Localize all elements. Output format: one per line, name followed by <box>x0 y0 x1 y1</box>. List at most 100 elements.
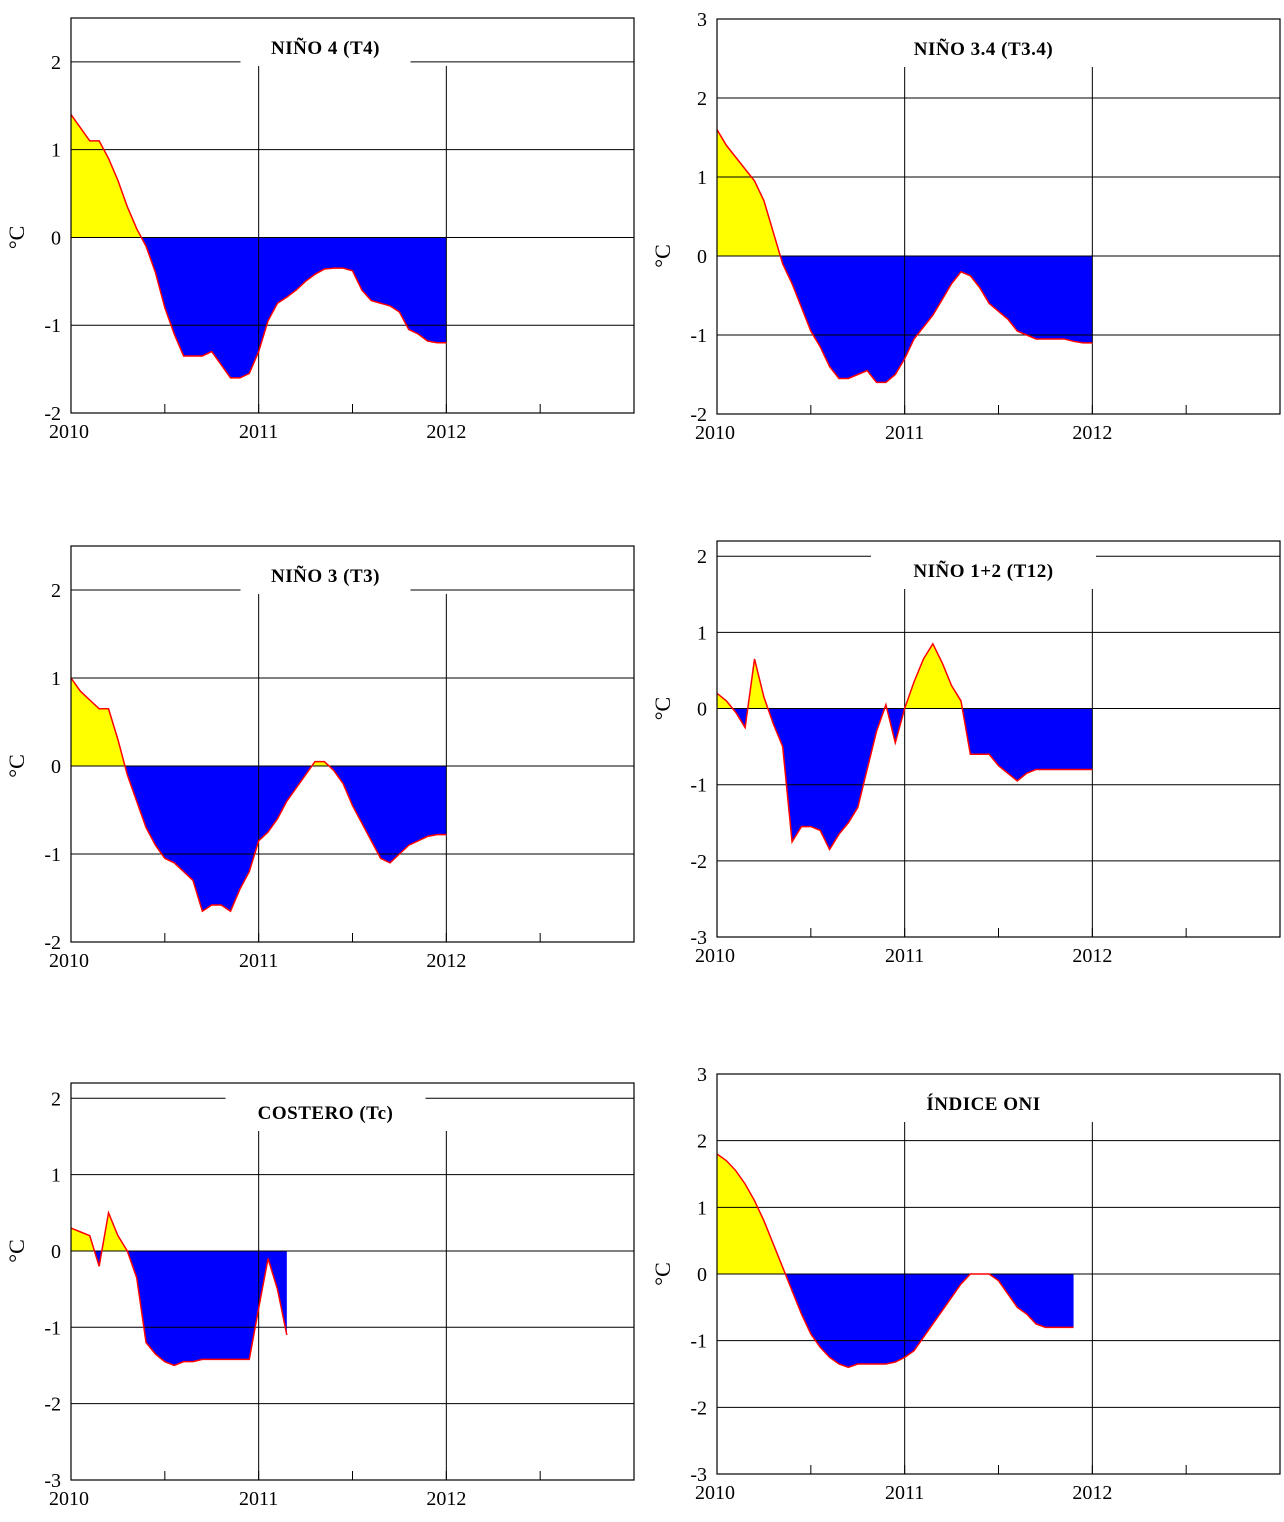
y-axis-label: °C <box>650 244 675 267</box>
chart-title: NIÑO 3 (T3) <box>271 565 380 587</box>
y-tick-label: -1 <box>690 325 707 347</box>
plot-background <box>71 546 634 942</box>
x-tick-label: 2011 <box>885 945 924 967</box>
y-tick-label: -1 <box>44 844 61 866</box>
y-tick-label: 1 <box>51 140 61 162</box>
y-tick-label: 0 <box>697 246 707 268</box>
y-tick-label: 2 <box>51 52 61 74</box>
positive-anomaly-area <box>71 1228 95 1251</box>
x-tick-label: 2012 <box>1072 422 1112 444</box>
y-tick-label: -1 <box>44 315 61 337</box>
y-axis-label: °C <box>650 697 675 720</box>
negative-anomaly-area <box>780 256 1093 383</box>
chart-title: NIÑO 4 (T4) <box>271 37 380 59</box>
x-tick-label: 2011 <box>885 1482 924 1504</box>
positive-anomaly-area <box>71 678 125 766</box>
series-line <box>70 1210 288 1367</box>
title-background <box>871 553 1096 589</box>
x-tick-label: 2010 <box>695 945 735 967</box>
x-tick-label: 2012 <box>426 1488 466 1510</box>
y-tick-label: 2 <box>697 88 707 110</box>
chart-panel: COSTERO (Tc) 2010 2011 2012 -3 -2 -1 0 1 2 °C <box>4 1082 635 1510</box>
positive-anomaly-area <box>717 129 781 256</box>
y-tick-label: 2 <box>51 580 61 602</box>
y-tick-label: 0 <box>51 227 61 249</box>
x-tick-label: 2011 <box>239 950 278 972</box>
x-tick-label: 2010 <box>49 421 89 443</box>
chart-panel: ÍNDICE ONI 2010 2011 2012 -3 -2 -1 0 1 2 3 °C <box>650 1064 1281 1504</box>
plot-background <box>717 19 1280 414</box>
x-tick-label: 2012 <box>1072 945 1112 967</box>
chart-title: COSTERO (Tc) <box>258 1103 394 1124</box>
negative-anomaly-area <box>785 1274 1074 1368</box>
title-background <box>858 31 1109 67</box>
y-axis-label: °C <box>4 754 29 777</box>
x-tick-label: 2012 <box>426 950 466 972</box>
y-tick-label: -3 <box>690 1464 707 1486</box>
x-tick-label: 2010 <box>695 422 735 444</box>
y-tick-label: -3 <box>690 927 707 949</box>
negative-anomaly-area <box>127 1250 287 1366</box>
y-axis-label: °C <box>650 1262 675 1285</box>
positive-anomaly-area <box>717 1154 786 1274</box>
y-tick-label: -2 <box>44 932 61 954</box>
x-tick-label: 2011 <box>239 1488 278 1510</box>
y-tick-label: -1 <box>44 1317 61 1339</box>
chart-title: NIÑO 1+2 (T12) <box>913 560 1053 582</box>
chart-panel: NIÑO 3.4 (T3.4) 2010 2011 2012 -2 -1 0 1 2 3 °C <box>650 9 1281 444</box>
chart-title: NIÑO 3.4 (T3.4) <box>914 38 1053 60</box>
plot-background <box>71 18 634 413</box>
y-tick-label: 1 <box>697 622 707 644</box>
x-tick-label: 2010 <box>49 950 89 972</box>
y-tick-label: 2 <box>51 1088 61 1110</box>
title-background <box>896 1086 1071 1122</box>
negative-anomaly-area <box>767 708 885 850</box>
positive-anomaly-area <box>747 659 768 709</box>
y-axis-label: °C <box>4 1239 29 1262</box>
x-tick-label: 2012 <box>426 421 466 443</box>
y-tick-label: -2 <box>44 1394 61 1416</box>
y-axis-label: °C <box>4 226 29 249</box>
x-tick-label: 2012 <box>1072 1482 1112 1504</box>
chart-panel: NIÑO 4 (T4) 2010 2011 2012 -2 -1 0 1 2 °C <box>4 17 635 443</box>
y-tick-label: 3 <box>697 1064 707 1086</box>
y-tick-label: 0 <box>51 1241 61 1263</box>
x-tick-label: 2010 <box>695 1482 735 1504</box>
chart-panel: NIÑO 1+2 (T12) 2010 2011 2012 -3 -2 -1 0 1 2 °C <box>650 540 1281 967</box>
y-tick-label: -2 <box>690 851 707 873</box>
y-tick-label: 0 <box>697 699 707 721</box>
y-tick-label: 1 <box>51 1165 61 1187</box>
x-tick-label: 2010 <box>49 1488 89 1510</box>
chart-title: ÍNDICE ONI <box>926 1093 1040 1115</box>
x-tick-label: 2011 <box>885 422 924 444</box>
negative-anomaly-area <box>141 237 447 378</box>
positive-anomaly-area <box>71 114 142 238</box>
negative-anomaly-area <box>962 708 1093 781</box>
positive-anomaly-area <box>904 643 963 709</box>
y-tick-label: -2 <box>690 404 707 426</box>
y-tick-label: -3 <box>44 1470 61 1492</box>
y-tick-label: 0 <box>697 1264 707 1286</box>
series-line <box>716 642 1093 851</box>
negative-anomaly-area <box>886 708 905 743</box>
y-tick-label: -1 <box>690 775 707 797</box>
series-line <box>716 1153 1074 1369</box>
title-background <box>240 30 411 66</box>
negative-anomaly-area <box>329 766 447 863</box>
y-tick-label: 2 <box>697 546 707 568</box>
series-line <box>716 129 1093 384</box>
y-tick-label: -2 <box>690 1397 707 1419</box>
chart-panel: NIÑO 3 (T3) 2010 2011 2012 -2 -1 0 1 2 °C <box>4 545 635 972</box>
y-tick-label: 3 <box>697 9 707 31</box>
y-tick-label: 1 <box>697 167 707 189</box>
title-background <box>240 558 411 594</box>
y-tick-label: 1 <box>697 1197 707 1219</box>
series-line <box>70 114 447 379</box>
y-tick-label: 2 <box>697 1131 707 1153</box>
x-tick-label: 2011 <box>239 421 278 443</box>
y-tick-label: -2 <box>44 403 61 425</box>
y-tick-label: 0 <box>51 756 61 778</box>
title-background <box>225 1095 426 1131</box>
y-tick-label: 1 <box>51 668 61 690</box>
